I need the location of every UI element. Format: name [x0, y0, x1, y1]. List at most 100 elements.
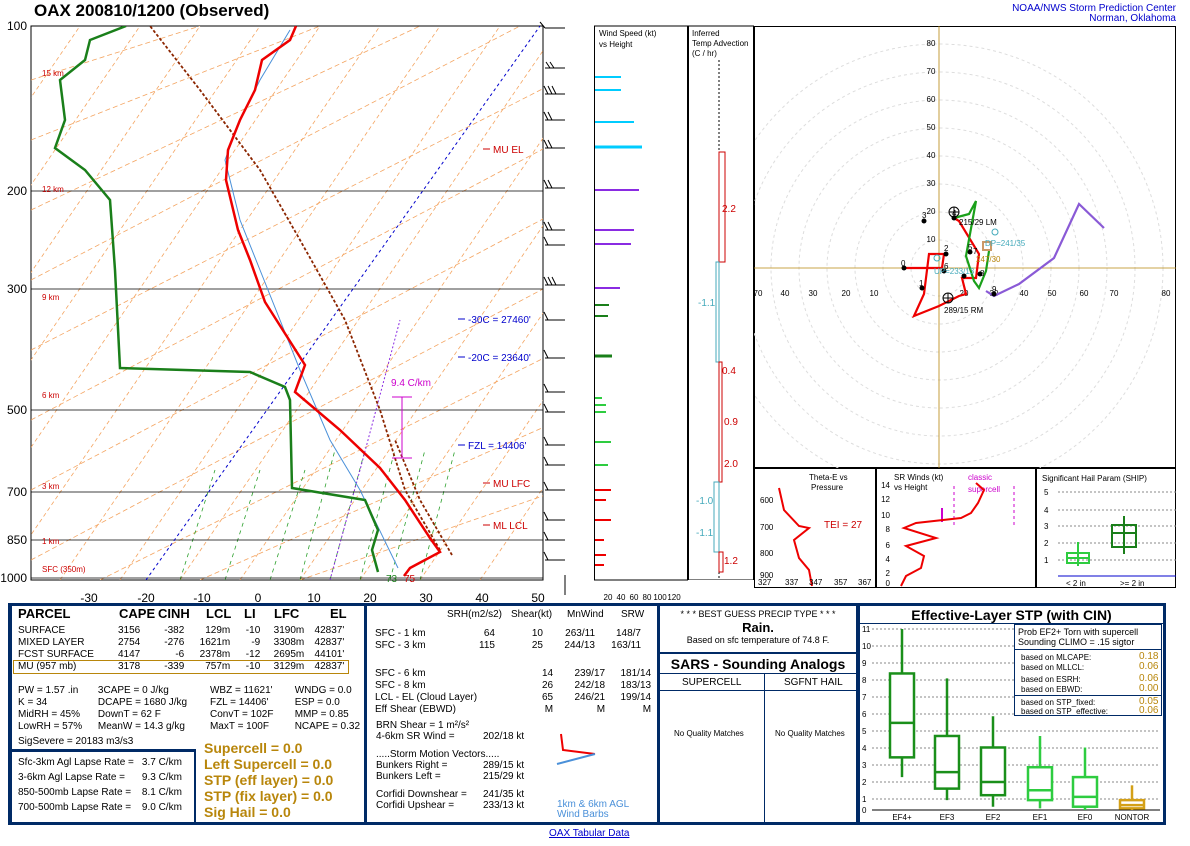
parcel-table: SURFACE 3156 -382 129m -10 3190m 42837' MIXED …	[12, 625, 350, 674]
p-label-200: 200	[7, 184, 27, 198]
legend-2: Wind Barbs	[557, 809, 609, 820]
theta-p-800: 800	[760, 549, 774, 558]
ws-tick-60: 60	[630, 593, 639, 602]
parcel-hdr-5: LFC	[274, 606, 300, 621]
hodo-ring-80: 80	[927, 39, 936, 48]
hodo-ring-10: 10	[927, 235, 936, 244]
hodo-pt-0: 0	[901, 259, 906, 268]
hodo-ring-70: 70	[927, 67, 936, 76]
p-label-700: 700	[7, 485, 27, 499]
m30c-label: -30C = 27460'	[468, 315, 531, 326]
parcel-hdr-4: LI	[244, 606, 256, 621]
theta-p-700: 700	[760, 523, 774, 532]
ta-v3: 0.4	[722, 366, 736, 377]
smv-title: .....Storm Motion Vectors.....	[376, 749, 500, 760]
svg-text:6: 6	[862, 710, 867, 719]
lapse-box: Sfc-3km Agl Lapse Rate = 3.7 C/km 3-6km A…	[12, 752, 194, 822]
srw-title2: vs Height	[894, 483, 928, 492]
svg-text:9: 9	[862, 659, 867, 668]
t-tick-m30: -30	[80, 591, 98, 605]
ship-title: Significant Hail Param (SHIP)	[1042, 474, 1147, 483]
svg-text:5: 5	[862, 727, 867, 736]
hodo-pt-1: 1	[919, 279, 924, 288]
agl-barbs-icon	[556, 733, 596, 765]
hodo-x-60r: 60	[1080, 289, 1089, 298]
stp-cat-ef2: EF2	[986, 813, 1001, 822]
ship-y-4: 4	[1044, 506, 1049, 515]
srw-h-0: 0	[886, 579, 891, 588]
stp-box: Effective-Layer STP (with CIN) 11 10 9 8…	[860, 606, 1163, 822]
srw-title1: SR Winds (kt)	[894, 473, 944, 482]
svg-text:4: 4	[862, 744, 867, 753]
svg-text:11: 11	[862, 625, 871, 634]
hodo-x-10l: 10	[870, 289, 879, 298]
svg-text:3: 3	[862, 761, 867, 770]
hodo-x-40l: 40	[781, 289, 790, 298]
ship-box-large	[1111, 516, 1137, 554]
ta-v8: 1.2	[724, 556, 738, 567]
precip-box: * * * BEST GUESS PRECIP TYPE * * * Rain.…	[660, 606, 856, 652]
m20c-label: -20C = 23640'	[468, 353, 531, 364]
sfc-t-label: 75	[404, 574, 416, 585]
h-label-sfc: SFC (350m)	[42, 565, 86, 574]
hodo-x-30l: 30	[809, 289, 818, 298]
ta-v5: 2.0	[724, 459, 738, 470]
wind-title1: Wind Speed (kt)	[599, 29, 657, 38]
p-label-1000: 1000	[0, 571, 27, 585]
sars-box: SARS - Sounding Analogs SUPERCELL SGFNT …	[660, 654, 856, 822]
ship-panel: Significant Hail Param (SHIP) 5 4 3 2 1 …	[1036, 468, 1176, 588]
ta-v2: -1.1	[698, 298, 716, 309]
hodo-ring-50: 50	[927, 123, 936, 132]
hodo-dp-label: DP=241/35	[985, 239, 1026, 248]
hodograph-panel: 80 70 60 50 40 30 20 10 70 40 30 20 10 2…	[754, 26, 1176, 468]
srw-h-2: 2	[886, 569, 891, 578]
h-label-12: 12 km	[42, 185, 64, 194]
theta-x-327: 327	[758, 578, 772, 587]
h-label-1: 1 km	[42, 537, 60, 546]
ta-title1: Inferred	[692, 29, 720, 38]
srw-h-4: 4	[886, 555, 891, 564]
theta-title2: Pressure	[811, 483, 844, 492]
hodo-pt-9: 9	[992, 285, 997, 294]
kinematics-box: SRH(m2/s2) Shear(kt) MnWind SRW SFC - 1 …	[367, 606, 657, 822]
stp-cat-ef0: EF0	[1078, 813, 1093, 822]
srw-h-12: 12	[881, 495, 890, 504]
tabular-data-link[interactable]: OAX Tabular Data	[549, 828, 630, 839]
p-label-500: 500	[7, 403, 27, 417]
stp-title: Effective-Layer STP (with CIN)	[911, 607, 1112, 623]
t-tick-10: 10	[307, 591, 321, 605]
h-label-15: 15 km	[42, 69, 64, 78]
theta-e-panel: Theta-E vs Pressure TEI = 27 600 700 800…	[754, 468, 876, 588]
sig-hail-value: Sig Hail = 0.0	[204, 804, 291, 820]
ml-lcl-label: ML LCL	[493, 521, 528, 532]
mu-lfc-label: MU LFC	[493, 479, 530, 490]
mu-el-label: MU EL	[493, 145, 524, 156]
srw-h-8: 8	[886, 525, 891, 534]
ship-left-label: < 2 in	[1066, 579, 1086, 588]
ta-v6: -1.0	[696, 496, 714, 507]
hodo-x-80l: 70	[754, 289, 763, 298]
precip-value: Rain.	[742, 620, 774, 635]
theta-x-347: 347	[809, 578, 823, 587]
sigsevere: SigSevere = 20183 m3/s3	[18, 736, 134, 747]
svg-text:8: 8	[862, 676, 867, 685]
hodo-x-80r: 80	[1162, 289, 1171, 298]
p-label-100: 100	[7, 20, 27, 33]
theta-x-367: 367	[858, 578, 872, 587]
svg-text:7: 7	[862, 693, 867, 702]
ship-y-3: 3	[1044, 522, 1049, 531]
hodo-pt-7: 7	[973, 247, 978, 256]
stp-cat-ef4: EF4+	[892, 813, 912, 822]
t-tick-40: 40	[475, 591, 489, 605]
svg-text:10: 10	[862, 642, 871, 651]
ship-y-2: 2	[1044, 539, 1049, 548]
sr-winds-panel: SR Winds (kt) vs Height classic supercel…	[876, 468, 1036, 588]
hodo-x-50r: 50	[1048, 289, 1057, 298]
tei-label: TEI = 27	[824, 520, 863, 531]
org-name: NOAA/NWS Storm Prediction Center	[1012, 3, 1176, 14]
sars-col2: SGFNT HAIL	[784, 677, 843, 688]
stp-box-ef4	[888, 629, 916, 778]
parcel-hdr-1: CAPE	[119, 606, 156, 621]
stp-box-nontor	[1118, 785, 1146, 810]
ta-v7: -1.1	[696, 528, 714, 539]
